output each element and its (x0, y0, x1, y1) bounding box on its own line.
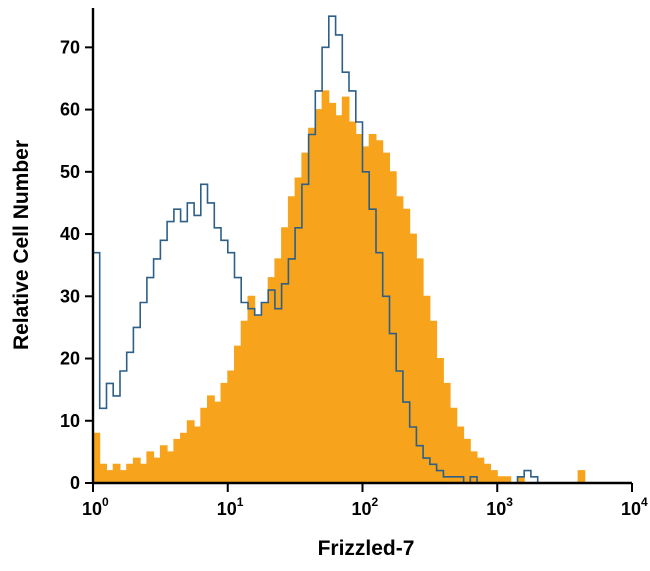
x-axis-title: Frizzled-7 (317, 537, 415, 560)
y-tick-label: 0 (70, 473, 80, 493)
x-tick-label: 100 (82, 495, 109, 519)
x-tick-label: 102 (352, 495, 379, 519)
y-tick-label: 70 (60, 37, 80, 57)
y-axis-title: Relative Cell Number (10, 139, 33, 351)
y-tick-label: 10 (60, 411, 80, 431)
x-tick-label: 101 (217, 495, 244, 519)
y-tick-label: 50 (60, 162, 80, 182)
x-tick-label: 103 (486, 495, 513, 519)
y-tick-label: 30 (60, 286, 80, 306)
y-tick-label: 20 (60, 349, 80, 369)
series-orange-filled (92, 90, 632, 484)
y-tick-label: 60 (60, 100, 80, 120)
y-tick-label: 40 (60, 224, 80, 244)
x-tick-label: 104 (621, 495, 648, 519)
